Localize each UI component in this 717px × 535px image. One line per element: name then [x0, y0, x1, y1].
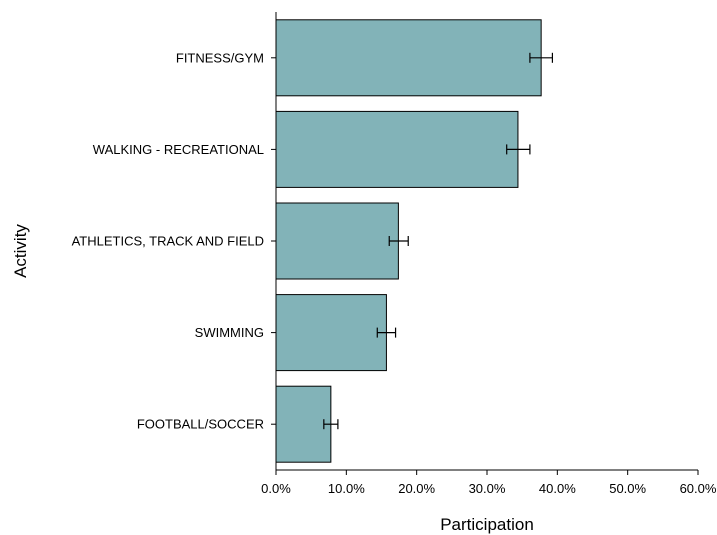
- labels-layer: FITNESS/GYM WALKING - RECREATIONAL ATHLETI…: [72, 50, 717, 496]
- error-bar: [388, 236, 409, 246]
- bar: [275, 202, 399, 280]
- y-tick-label: ATHLETICS, TRACK AND FIELD: [72, 234, 264, 249]
- y-tick-label: FOOTBALL/SOCCER: [137, 417, 264, 432]
- bar: [275, 385, 332, 463]
- axes-layer: [271, 12, 699, 475]
- y-tick-label: FITNESS/GYM: [176, 50, 264, 65]
- error-bar: [529, 52, 554, 63]
- x-tick-label: 10.0%: [328, 481, 365, 496]
- x-axis-title: Participation: [440, 515, 534, 534]
- x-tick-label: 30.0%: [469, 481, 506, 496]
- error-bar: [506, 144, 531, 155]
- bar: [275, 19, 542, 97]
- x-tick-label: 50.0%: [609, 481, 646, 496]
- bar: [275, 110, 519, 188]
- x-tick-label: 40.0%: [539, 481, 576, 496]
- x-tick-label: 60.0%: [680, 481, 717, 496]
- error-bars-layer: [323, 52, 554, 430]
- y-tick-label: WALKING - RECREATIONAL: [93, 142, 264, 157]
- error-bar: [376, 327, 397, 338]
- error-bar: [323, 419, 339, 430]
- x-tick-label: 0.0%: [261, 481, 291, 496]
- bar: [275, 294, 387, 372]
- y-axis-title: Activity: [11, 224, 30, 278]
- x-tick-label: 20.0%: [398, 481, 435, 496]
- y-tick-label: SWIMMING: [195, 325, 264, 340]
- bars-layer: [275, 19, 542, 463]
